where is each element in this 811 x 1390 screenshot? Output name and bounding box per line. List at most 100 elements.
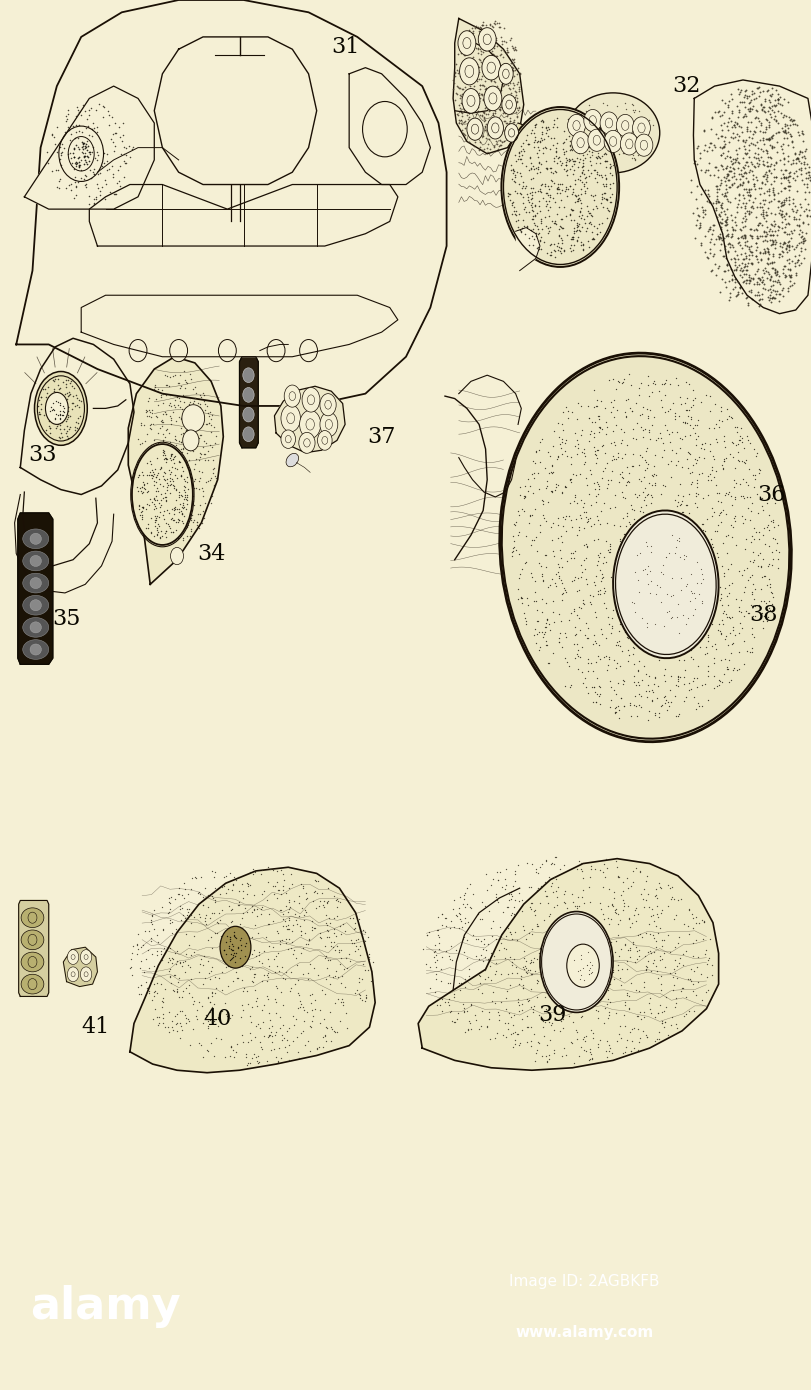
- Point: [180, 475, 193, 498]
- Point: [225, 910, 238, 933]
- Point: [551, 427, 564, 449]
- Point: [714, 671, 727, 694]
- Point: [152, 431, 165, 453]
- Point: [792, 158, 805, 181]
- Point: [636, 1020, 649, 1042]
- Point: [477, 106, 490, 128]
- Point: [84, 167, 97, 189]
- Point: [270, 870, 283, 892]
- Point: [515, 557, 528, 580]
- Point: [573, 955, 586, 977]
- Point: [737, 103, 750, 125]
- Point: [503, 117, 516, 139]
- Point: [492, 17, 505, 39]
- Point: [714, 400, 727, 423]
- Point: [506, 161, 519, 183]
- Point: [566, 945, 579, 967]
- Point: [75, 104, 88, 126]
- Point: [705, 192, 718, 214]
- Point: [790, 165, 803, 188]
- Point: [533, 856, 546, 878]
- Point: [195, 948, 208, 970]
- Point: [769, 538, 782, 560]
- Point: [181, 1008, 194, 1030]
- Point: [165, 524, 178, 546]
- Point: [738, 259, 751, 281]
- Point: [563, 139, 576, 161]
- Point: [693, 142, 706, 164]
- Point: [264, 858, 277, 880]
- Point: [653, 632, 666, 655]
- Point: [462, 965, 475, 987]
- Point: [761, 156, 774, 178]
- Point: [611, 126, 624, 149]
- Point: [629, 120, 642, 142]
- Point: [571, 657, 584, 680]
- Point: [557, 956, 570, 979]
- Point: [333, 991, 346, 1013]
- Point: [800, 153, 811, 175]
- Point: [731, 129, 744, 152]
- Point: [577, 438, 590, 460]
- Point: [770, 196, 783, 218]
- Point: [744, 281, 757, 303]
- Point: [628, 899, 641, 922]
- Point: [506, 49, 519, 71]
- Point: [513, 475, 526, 498]
- Point: [740, 286, 753, 309]
- Point: [89, 99, 102, 121]
- Point: [762, 97, 775, 120]
- Point: [521, 189, 534, 211]
- Point: [108, 135, 121, 157]
- Point: [293, 892, 306, 915]
- Point: [642, 421, 654, 443]
- Point: [53, 136, 66, 158]
- Point: [585, 954, 598, 976]
- Point: [654, 562, 667, 584]
- Point: [600, 477, 613, 499]
- Point: [725, 165, 738, 188]
- Point: [707, 677, 720, 699]
- Point: [531, 621, 544, 644]
- Point: [577, 182, 590, 204]
- Point: [576, 591, 589, 613]
- Point: [577, 1026, 590, 1048]
- Point: [637, 600, 650, 623]
- Point: [512, 890, 525, 912]
- Point: [163, 524, 176, 546]
- Point: [800, 172, 811, 195]
- Point: [765, 76, 778, 99]
- Point: [753, 556, 766, 578]
- Point: [647, 666, 660, 688]
- Text: 31: 31: [331, 36, 358, 58]
- Point: [749, 521, 762, 543]
- Point: [693, 963, 706, 986]
- Point: [597, 182, 610, 204]
- Text: 37: 37: [367, 425, 395, 448]
- Point: [635, 669, 648, 691]
- Point: [348, 981, 361, 1004]
- Point: [599, 1047, 612, 1069]
- Point: [247, 898, 260, 920]
- Point: [616, 610, 629, 632]
- Point: [628, 482, 641, 505]
- Point: [633, 685, 646, 708]
- Point: [591, 142, 604, 164]
- Point: [52, 398, 65, 420]
- Point: [655, 694, 668, 716]
- Point: [663, 877, 676, 899]
- Point: [189, 1005, 202, 1027]
- Point: [70, 96, 83, 118]
- Point: [656, 999, 669, 1022]
- Point: [132, 495, 145, 517]
- Point: [451, 61, 464, 83]
- Point: [601, 468, 614, 491]
- Point: [559, 506, 572, 528]
- Point: [72, 150, 85, 172]
- Point: [168, 980, 181, 1002]
- Ellipse shape: [30, 621, 41, 632]
- Point: [79, 165, 92, 188]
- Point: [158, 500, 171, 523]
- Point: [783, 265, 796, 288]
- Point: [743, 240, 756, 263]
